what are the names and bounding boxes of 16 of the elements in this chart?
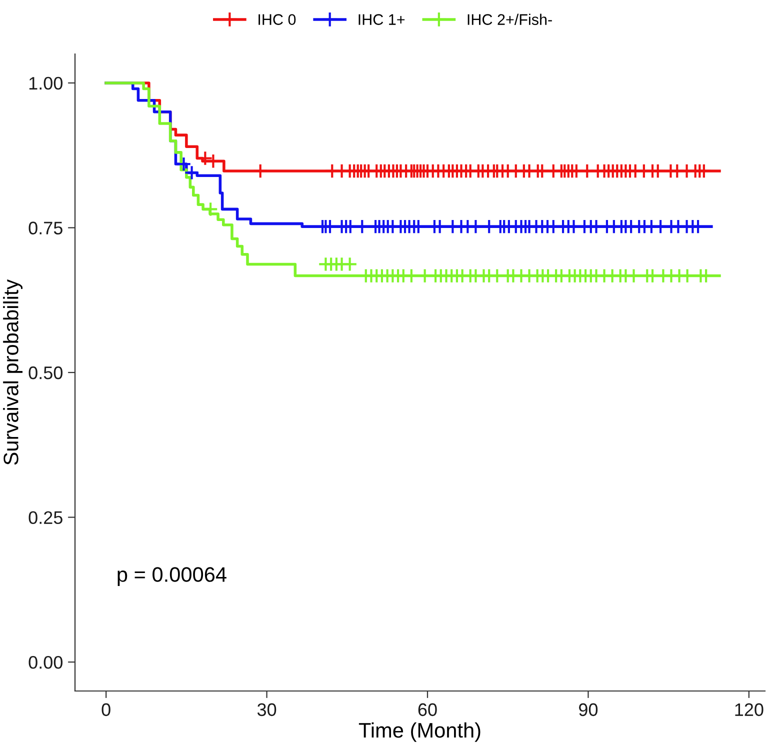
y-tick-label: 0.75: [28, 222, 62, 234]
x-tick-label: 60: [418, 703, 437, 716]
y-tick-label: 0.00: [28, 656, 62, 669]
y-tick-label: 0.25: [28, 511, 62, 524]
legend-label: IHC 1+: [358, 14, 405, 25]
x-tick-label: 90: [579, 703, 598, 716]
y-tick-label: 0.50: [28, 366, 62, 380]
x-tick-label: 30: [257, 703, 276, 716]
x-tick-label: 120: [735, 703, 764, 716]
y-axis-title: Survaival probability: [3, 279, 22, 465]
x-tick-label: 0: [102, 703, 110, 716]
annotation: p = 0.00064: [118, 567, 226, 586]
legend-label: IHC 0: [258, 14, 296, 25]
y-tick-label: 1.00: [29, 76, 62, 90]
x-axis-title: Time (Month): [358, 722, 480, 742]
legend-label: IHC 2+/Fish-: [468, 14, 552, 25]
